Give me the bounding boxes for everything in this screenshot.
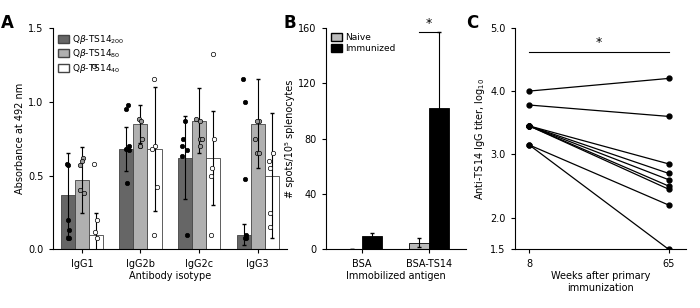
Point (148, 232, 160, 237)
Point (63, 163, 74, 168)
Y-axis label: Absorbance at 492 nm: Absorbance at 492 nm (15, 83, 25, 194)
Point (267, 151, 279, 156)
Bar (75, 180, 89, 249)
Point (194, 136, 205, 141)
X-axis label: Weeks after primary
immunization: Weeks after primary immunization (551, 271, 650, 293)
Point (136, 136, 148, 141)
Point (180, 118, 191, 123)
Point (91, 217, 102, 222)
Point (89, 229, 100, 234)
Point (239, 99, 251, 104)
Point (63, 228, 74, 233)
Point (135, 118, 146, 123)
Point (74, 188, 85, 193)
Bar (251, 124, 265, 249)
Point (264, 158, 275, 163)
Point (206, 173, 217, 178)
Point (181, 232, 193, 237)
Point (265, 225, 276, 230)
Point (240, 176, 251, 181)
Bar (206, 158, 220, 249)
Bar (429, 108, 449, 249)
Point (241, 235, 252, 240)
X-axis label: Immobilized antigen: Immobilized antigen (346, 271, 445, 281)
Point (194, 118, 205, 123)
Point (134, 144, 146, 148)
Bar (178, 158, 192, 249)
Text: *: * (426, 18, 432, 30)
Point (62, 235, 74, 240)
Point (148, 77, 160, 82)
Point (176, 154, 188, 159)
Point (62, 161, 73, 166)
Bar (61, 195, 75, 249)
Point (177, 144, 188, 148)
Point (238, 77, 249, 82)
Point (196, 136, 207, 141)
Point (134, 117, 145, 122)
Point (123, 144, 134, 148)
Point (252, 118, 263, 123)
Bar (237, 235, 251, 249)
Point (177, 136, 188, 141)
Point (120, 107, 132, 111)
Point (253, 118, 265, 123)
Point (264, 210, 275, 215)
Text: A: A (1, 14, 14, 32)
Point (190, 117, 202, 122)
Point (206, 232, 217, 237)
Point (121, 180, 132, 185)
Point (240, 232, 251, 237)
Point (79, 191, 90, 196)
Point (120, 147, 132, 152)
Point (146, 147, 158, 152)
Bar (148, 149, 162, 249)
Point (239, 235, 251, 240)
Point (123, 148, 134, 153)
Bar (409, 243, 429, 249)
Point (74, 163, 85, 168)
Point (206, 166, 217, 171)
Point (253, 151, 265, 156)
Bar (192, 121, 206, 249)
Point (209, 136, 220, 141)
Point (89, 161, 100, 166)
Bar (134, 124, 148, 249)
Point (134, 144, 146, 148)
Point (62, 217, 74, 222)
Point (149, 144, 160, 148)
Legend: Q$\beta$-TS14$_{200}$, Q$\beta$-TS14$_{80}$, Q$\beta$-TS14$_{40}$: Q$\beta$-TS14$_{200}$, Q$\beta$-TS14$_{8… (57, 32, 126, 76)
Point (91, 235, 102, 240)
Point (76, 158, 88, 163)
Point (207, 52, 218, 57)
Bar (265, 176, 279, 249)
Point (88, 64, 99, 69)
Point (77, 155, 88, 160)
Bar (89, 235, 103, 249)
Text: B: B (284, 14, 296, 32)
Bar (119, 149, 134, 249)
Point (251, 151, 262, 156)
Text: *: * (596, 36, 602, 49)
Y-axis label: # spots/10⁵ splenocytes: # spots/10⁵ splenocytes (285, 79, 295, 198)
X-axis label: Antibody isotype: Antibody isotype (129, 271, 211, 281)
Point (194, 144, 205, 148)
Point (249, 136, 260, 141)
Legend: Naive, Immunized: Naive, Immunized (330, 32, 397, 54)
Point (182, 148, 193, 153)
Point (264, 166, 275, 171)
Y-axis label: Anti-TS14 IgG titer, log$_{10}$: Anti-TS14 IgG titer, log$_{10}$ (473, 78, 487, 200)
Point (122, 102, 134, 107)
Point (64, 235, 75, 240)
Point (152, 185, 163, 190)
Bar (362, 236, 382, 249)
Text: C: C (466, 14, 479, 32)
